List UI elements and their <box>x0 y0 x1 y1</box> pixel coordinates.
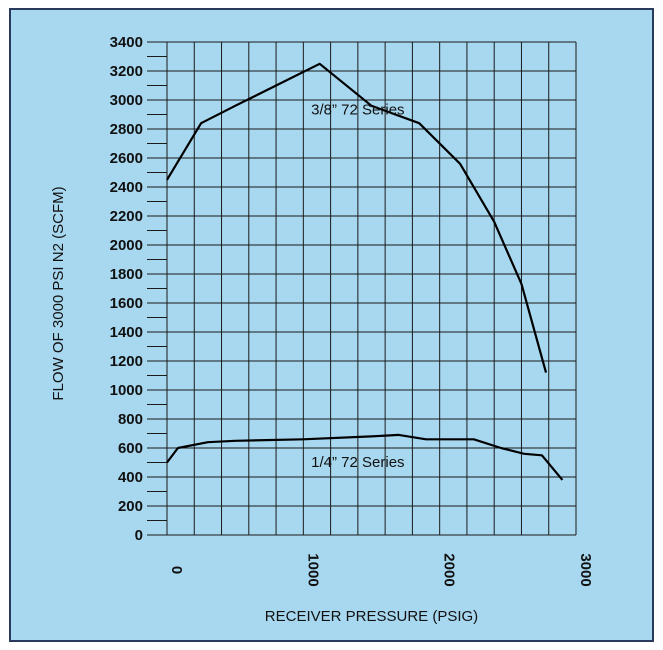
y-tick-label: 1000 <box>110 382 143 399</box>
y-tick-label: 800 <box>118 411 143 428</box>
tick-labels: 0 200 400 600 800 1000 1200 1400 1600 1800 2000 220… <box>110 34 594 587</box>
x-tick-label: 3000 <box>577 553 594 586</box>
y-tick-label: 400 <box>118 469 143 486</box>
series-line <box>166 62 548 373</box>
x-axis-title: RECEIVER PRESSURE (PSIG) <box>265 608 478 625</box>
y-tick-label: 200 <box>118 498 143 515</box>
grid <box>147 41 577 536</box>
y-tick-label: 1200 <box>110 353 143 370</box>
x-tick-label: 2000 <box>441 553 458 586</box>
x-tick-label: 0 <box>168 566 185 574</box>
y-tick-label: 2400 <box>110 179 143 196</box>
y-tick-label: 1800 <box>110 266 143 283</box>
y-tick-label: 2800 <box>110 121 143 138</box>
series-label: 3/8” 72 Series <box>311 102 404 119</box>
series-line <box>166 433 564 481</box>
series-labels: 3/8” 72 Series 1/4” 72 Series <box>311 102 404 471</box>
y-tick-label: 0 <box>135 527 143 544</box>
flow-chart: 0 200 400 600 800 1000 1200 1400 1600 1800 2000 220… <box>50 34 594 625</box>
series-label: 1/4” 72 Series <box>311 454 404 471</box>
x-tick-label: 1000 <box>304 553 321 586</box>
y-axis-title: FLOW OF 3000 PSI N2 (SCFM) <box>50 186 67 400</box>
y-tick-label: 1400 <box>110 324 143 341</box>
y-tick-label: 2200 <box>110 208 143 225</box>
chart-panel: 0 200 400 600 800 1000 1200 1400 1600 1800 2000 220… <box>9 8 654 642</box>
y-tick-label: 2000 <box>110 237 143 254</box>
y-tick-label: 3200 <box>110 63 143 80</box>
y-tick-label: 3400 <box>110 34 143 51</box>
y-tick-label: 3000 <box>110 92 143 109</box>
y-tick-label: 600 <box>118 440 143 457</box>
y-tick-label: 1600 <box>110 295 143 312</box>
series-lines <box>166 62 564 481</box>
y-tick-label: 2600 <box>110 150 143 167</box>
